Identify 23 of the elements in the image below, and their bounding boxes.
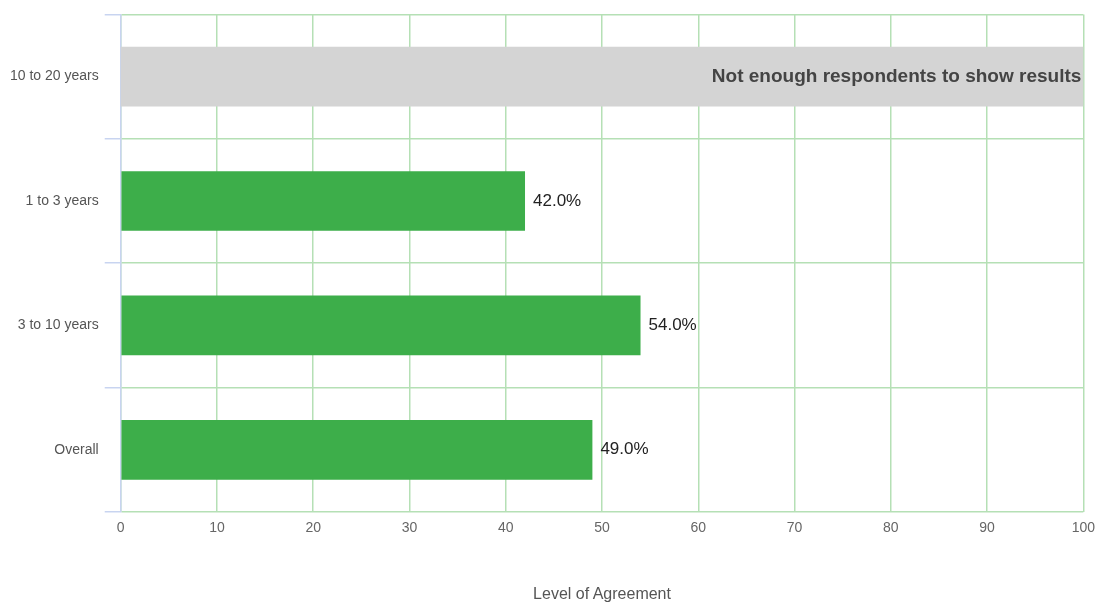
- x-tick-label: 90: [979, 519, 996, 536]
- x-axis-title: Level of Agreement: [533, 584, 672, 602]
- x-tick-label: 0: [116, 519, 125, 536]
- x-tick-label: 60: [690, 519, 707, 536]
- x-tick-label: 20: [305, 519, 322, 536]
- data-label: 42.0%: [533, 190, 582, 210]
- x-tick-label: 50: [594, 519, 611, 536]
- data-label: 49.0%: [600, 439, 649, 459]
- band-label: Not enough respondents to show results: [711, 64, 1082, 86]
- bar: [121, 419, 593, 480]
- bar: [121, 171, 526, 231]
- y-tick-label: 10 to 20 years: [9, 67, 99, 84]
- bar: [121, 295, 641, 356]
- x-tick-label: 80: [883, 519, 899, 536]
- data-label: 54.0%: [648, 315, 697, 335]
- x-tick-label: 30: [401, 519, 418, 536]
- x-tick-label: 10: [209, 519, 225, 536]
- y-tick-label: 1 to 3 years: [25, 191, 99, 208]
- x-tick-label: 40: [497, 519, 514, 536]
- y-tick-label: 3 to 10 years: [17, 316, 99, 333]
- y-tick-label: Overall: [54, 440, 99, 457]
- x-tick-label: 70: [786, 519, 803, 536]
- x-tick-label: 100: [1071, 519, 1096, 536]
